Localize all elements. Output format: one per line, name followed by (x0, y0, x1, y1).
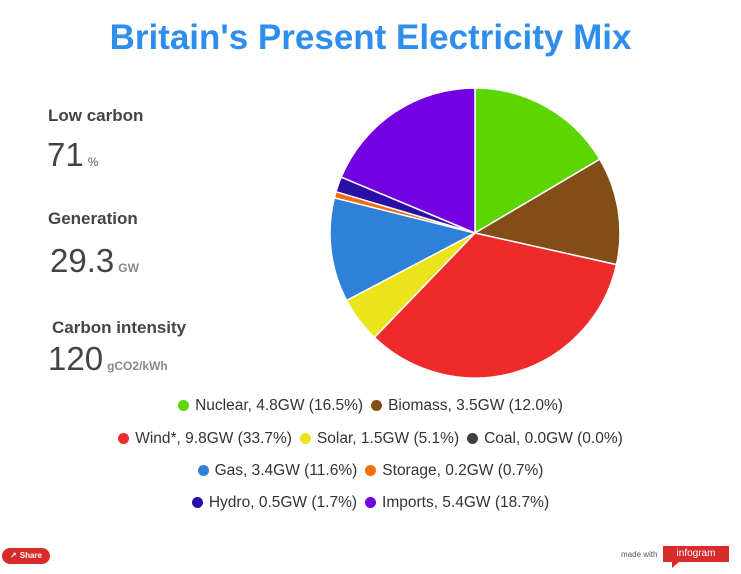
generation-label: Generation (48, 209, 138, 228)
generation-unit: GW (118, 261, 139, 275)
legend-swatch (178, 400, 190, 411)
legend-label: Nuclear, 4.8GW (16.5%) (195, 397, 364, 414)
made-with-text: made with (621, 550, 658, 559)
carbon-intensity-stat: 120 gCO2/kWh (48, 340, 168, 378)
legend-row: Gas, 3.4GW (11.6%) Storage, 0.2GW (0.7%) (0, 462, 741, 480)
legend-item[interactable]: Solar, 1.5GW (5.1%) (299, 430, 460, 448)
share-label: Share (19, 551, 42, 560)
pie-slice-nuclear[interactable] (474, 87, 601, 235)
low-carbon-value: 71 (47, 136, 84, 173)
legend-row: Wind*, 9.8GW (33.7%) Solar, 1.5GW (5.1%) C… (0, 430, 741, 448)
pie-slice-gas[interactable] (329, 196, 478, 302)
legend-item[interactable]: Wind*, 9.8GW (33.7%) (118, 430, 292, 448)
legend-item[interactable]: Nuclear, 4.8GW (16.5%) (178, 397, 363, 415)
generation-stat: 29.3 GW (50, 242, 139, 280)
chart-title: Britain's Present Electricity Mix (109, 18, 632, 57)
low-carbon-unit: % (87, 155, 99, 169)
share-icon: ↗ (10, 551, 17, 560)
legend-label: Gas, 3.4GW (11.6%) (214, 462, 358, 479)
legend-item[interactable]: Biomass, 3.5GW (12.0%) (371, 397, 563, 415)
legend-swatch (467, 433, 479, 444)
legend-swatch (365, 497, 377, 508)
legend-label: Imports, 5.4GW (18.7%) (382, 494, 550, 511)
legend-swatch (299, 433, 311, 444)
legend-item[interactable]: Imports, 5.4GW (18.7%) (365, 494, 549, 512)
legend-label: Coal, 0.0GW (0.0%) (484, 430, 623, 447)
carbon-intensity-value: 120 (48, 340, 104, 377)
legend-label: Storage, 0.2GW (0.7%) (382, 462, 544, 479)
legend-swatch (191, 497, 203, 508)
generation-value: 29.3 (50, 242, 115, 279)
pie-slice-imports[interactable] (340, 87, 476, 235)
carbon-intensity-label: Carbon intensity (52, 318, 187, 337)
carbon-intensity-unit: gCO2/kWh (107, 359, 168, 373)
pie-slice-wind[interactable] (373, 232, 618, 379)
legend-label: Wind*, 9.8GW (33.7%) (135, 430, 292, 447)
legend-row: Nuclear, 4.8GW (16.5%) Biomass, 3.5GW (12… (0, 397, 741, 415)
pie-slice-biomass[interactable] (472, 158, 621, 266)
infogram-logo-tail (672, 562, 679, 568)
low-carbon-label: Low carbon (48, 106, 144, 125)
legend-swatch (365, 465, 377, 476)
legend-label: Biomass, 3.5GW (12.0%) (388, 397, 563, 414)
legend-item[interactable]: Gas, 3.4GW (11.6%) (197, 462, 358, 480)
infogram-logo[interactable]: infogram (663, 546, 729, 562)
legend-swatch (118, 433, 130, 444)
legend-label: Hydro, 0.5GW (1.7%) (208, 494, 358, 511)
low-carbon-stat: 71% (47, 136, 98, 174)
legend-item[interactable]: Coal, 0.0GW (0.0%) (467, 430, 623, 448)
share-button[interactable]: ↗ Share (2, 548, 50, 564)
legend-item[interactable]: Storage, 0.2GW (0.7%) (365, 462, 543, 480)
pie-chart (329, 87, 621, 379)
legend-label: Solar, 1.5GW (5.1%) (316, 430, 460, 447)
legend-item[interactable]: Hydro, 0.5GW (1.7%) (191, 494, 358, 512)
legend-row: Hydro, 0.5GW (1.7%) Imports, 5.4GW (18.7%… (0, 494, 741, 512)
legend-swatch (197, 465, 209, 476)
legend-swatch (371, 400, 383, 411)
